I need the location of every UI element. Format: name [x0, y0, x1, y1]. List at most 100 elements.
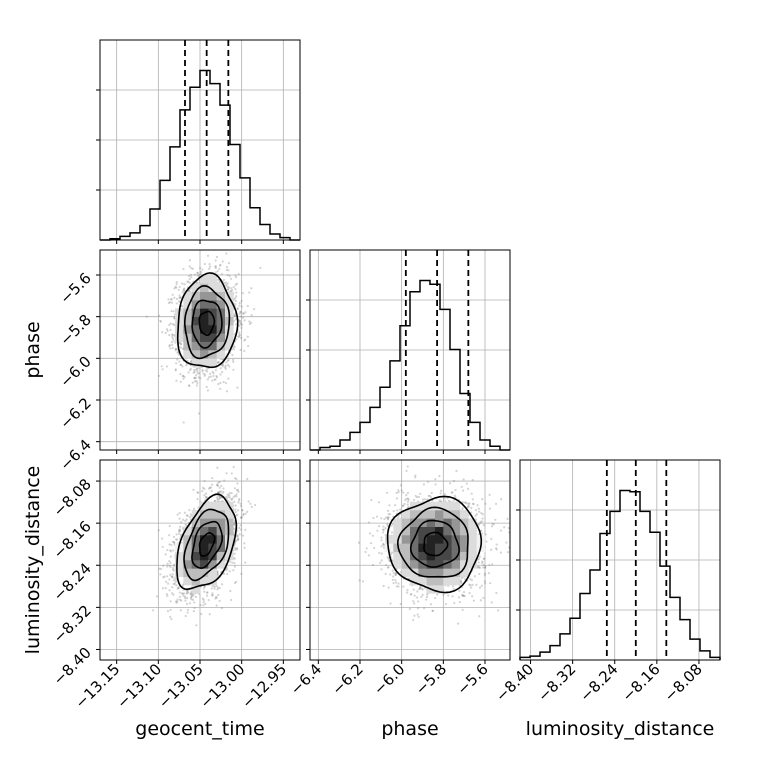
joint-geocent-time-vs-phase-point: [208, 265, 212, 268]
joint-geocent-time-vs-luminosity-distance-point: [184, 519, 187, 522]
joint-geocent-time-vs-phase-point: [187, 280, 190, 283]
joint-geocent-time-vs-phase-point: [169, 347, 172, 350]
joint-geocent-time-vs-phase-point: [221, 370, 224, 374]
y-axis-label-phase: phase: [22, 321, 44, 378]
joint-geocent-time-vs-luminosity-distance-point: [169, 561, 172, 564]
joint-phase-vs-luminosity-distance-point: [428, 494, 432, 498]
joint-geocent-time-vs-phase-point: [170, 309, 173, 313]
x-tick-label-phase: −6.0: [370, 660, 408, 698]
joint-geocent-time-vs-phase-point: [225, 284, 228, 287]
joint-phase-vs-luminosity-distance-point: [448, 482, 452, 485]
joint-geocent-time-vs-phase-density-cell: [191, 325, 201, 334]
joint-geocent-time-vs-phase-density-cell: [183, 308, 192, 317]
joint-phase-vs-luminosity-distance-point: [397, 491, 400, 494]
joint-phase-vs-luminosity-distance-point: [378, 551, 381, 554]
joint-geocent-time-vs-luminosity-distance-point: [189, 592, 192, 596]
joint-phase-vs-luminosity-distance-point: [406, 500, 410, 503]
joint-phase-vs-luminosity-distance-density-cell: [435, 576, 444, 586]
joint-geocent-time-vs-luminosity-distance-density-cell: [200, 510, 209, 519]
joint-phase-vs-luminosity-distance-point: [483, 572, 487, 575]
joint-geocent-time-vs-phase-point: [235, 338, 238, 341]
joint-phase-vs-luminosity-distance-point: [401, 504, 404, 508]
joint-geocent-time-vs-luminosity-distance-density-cell: [200, 535, 209, 544]
joint-phase-vs-luminosity-distance-point: [438, 475, 441, 478]
joint-geocent-time-vs-phase-point: [189, 367, 192, 370]
joint-phase-vs-luminosity-distance-density-cell: [460, 560, 469, 569]
joint-geocent-time-vs-luminosity-distance-point: [237, 501, 240, 504]
joint-geocent-time-vs-phase-point: [235, 295, 238, 298]
axis-labels-layer: geocent_time phase luminosity_distance p…: [22, 321, 714, 740]
joint-geocent-time-vs-phase-point: [187, 371, 190, 374]
joint-geocent-time-vs-phase-point: [187, 384, 191, 387]
joint-geocent-time-vs-luminosity-distance-point: [218, 480, 221, 484]
joint-geocent-time-vs-luminosity-distance-point: [215, 595, 218, 598]
joint-phase-vs-luminosity-distance-point: [386, 523, 389, 526]
joint-geocent-time-vs-luminosity-distance-point: [178, 529, 182, 532]
joint-phase-vs-luminosity-distance-density-cell: [393, 518, 402, 527]
joint-phase-vs-luminosity-distance-point: [453, 601, 456, 605]
joint-phase-vs-luminosity-distance-density-cell: [443, 568, 452, 577]
joint-geocent-time-vs-luminosity-distance-point: [184, 599, 187, 602]
joint-geocent-time-vs-luminosity-distance-density-cell: [191, 535, 201, 544]
joint-geocent-time-vs-phase-point: [214, 266, 217, 270]
joint-geocent-time-vs-luminosity-distance-point: [215, 585, 218, 588]
joint-phase-vs-luminosity-distance-point: [478, 615, 481, 618]
joint-geocent-time-vs-luminosity-distance-point: [163, 575, 166, 578]
joint-geocent-time-vs-phase-point: [195, 367, 199, 370]
joint-geocent-time-vs-phase-point: [196, 274, 199, 277]
joint-geocent-time-vs-luminosity-distance-point: [190, 593, 193, 596]
joint-phase-vs-luminosity-distance-point: [465, 482, 468, 485]
joint-phase-vs-luminosity-distance-point: [426, 498, 429, 501]
joint-geocent-time-vs-luminosity-distance-point: [169, 555, 172, 558]
joint-phase-vs-luminosity-distance-point: [469, 586, 473, 589]
joint-geocent-time-vs-phase-point: [239, 311, 242, 314]
joint-geocent-time-vs-luminosity-distance-point: [233, 500, 236, 503]
joint-phase-vs-luminosity-distance-point: [454, 488, 457, 492]
joint-phase-vs-luminosity-distance-point: [418, 587, 422, 590]
y-tick-label-phase: −6.4: [56, 436, 94, 474]
joint-phase-vs-luminosity-distance-density-cell: [460, 510, 469, 519]
joint-phase-vs-luminosity-distance-point: [481, 497, 484, 501]
joint-phase-vs-luminosity-distance-point: [489, 582, 492, 585]
joint-geocent-time-vs-luminosity-distance-point: [225, 568, 229, 571]
joint-phase-vs-luminosity-distance-density-cell: [451, 576, 461, 586]
joint-phase-vs-luminosity-distance-point: [479, 520, 482, 523]
joint-phase-vs-luminosity-distance-density-cell: [435, 526, 444, 536]
joint-geocent-time-vs-phase-point: [164, 331, 167, 335]
x-tick-label-luminosity-distance: −8.24: [576, 660, 621, 705]
joint-phase-vs-luminosity-distance-density-cell: [435, 568, 444, 577]
joint-phase-vs-luminosity-distance-point: [382, 584, 385, 588]
joint-geocent-time-vs-luminosity-distance-point: [185, 592, 188, 595]
joint-geocent-time-vs-luminosity-distance-density-cell: [208, 526, 217, 536]
x-tick-label-geocent-time: −13.00: [197, 660, 249, 712]
joint-geocent-time-vs-phase-point: [219, 367, 222, 370]
joint-geocent-time-vs-phase-density-cell: [200, 275, 209, 284]
joint-geocent-time-vs-phase-point: [214, 271, 217, 274]
joint-phase-vs-luminosity-distance-density-cell: [418, 501, 427, 511]
joint-phase-vs-luminosity-distance-point: [397, 585, 400, 588]
joint-geocent-time-vs-phase-point: [232, 360, 235, 363]
joint-phase-vs-luminosity-distance-contour: [409, 519, 460, 568]
joint-phase-vs-luminosity-distance-point: [419, 585, 422, 589]
joint-geocent-time-vs-luminosity-distance-point: [238, 499, 241, 502]
joint-phase-vs-luminosity-distance-density-cell: [468, 535, 477, 544]
joint-geocent-time-vs-phase-point: [206, 389, 210, 392]
joint-geocent-time-vs-luminosity-distance-point: [236, 489, 240, 492]
joint-geocent-time-vs-luminosity-distance-point: [159, 567, 163, 570]
joint-geocent-time-vs-luminosity-distance-point: [181, 592, 184, 595]
joint-geocent-time-vs-luminosity-distance-point: [165, 580, 168, 583]
joint-geocent-time-vs-luminosity-distance-point: [199, 603, 202, 607]
joint-geocent-time-vs-phase-point: [177, 300, 181, 303]
joint-geocent-time-vs-phase-point: [234, 313, 237, 317]
joint-geocent-time-vs-phase-point: [174, 348, 178, 351]
joint-geocent-time-vs-luminosity-distance-point: [174, 580, 177, 583]
joint-geocent-time-vs-luminosity-distance-contour: [176, 493, 238, 591]
joint-phase-vs-luminosity-distance-point: [491, 522, 494, 525]
joint-geocent-time-vs-phase-point: [238, 334, 242, 337]
joint-geocent-time-vs-luminosity-distance-point: [177, 586, 180, 589]
joint-phase-vs-luminosity-distance-point: [402, 504, 405, 507]
joint-phase-vs-luminosity-distance-point: [380, 536, 383, 539]
joint-phase-vs-luminosity-distance-point: [364, 550, 367, 554]
joint-geocent-time-vs-luminosity-distance-contour: [183, 508, 230, 582]
joint-geocent-time-vs-phase-point: [182, 421, 185, 424]
